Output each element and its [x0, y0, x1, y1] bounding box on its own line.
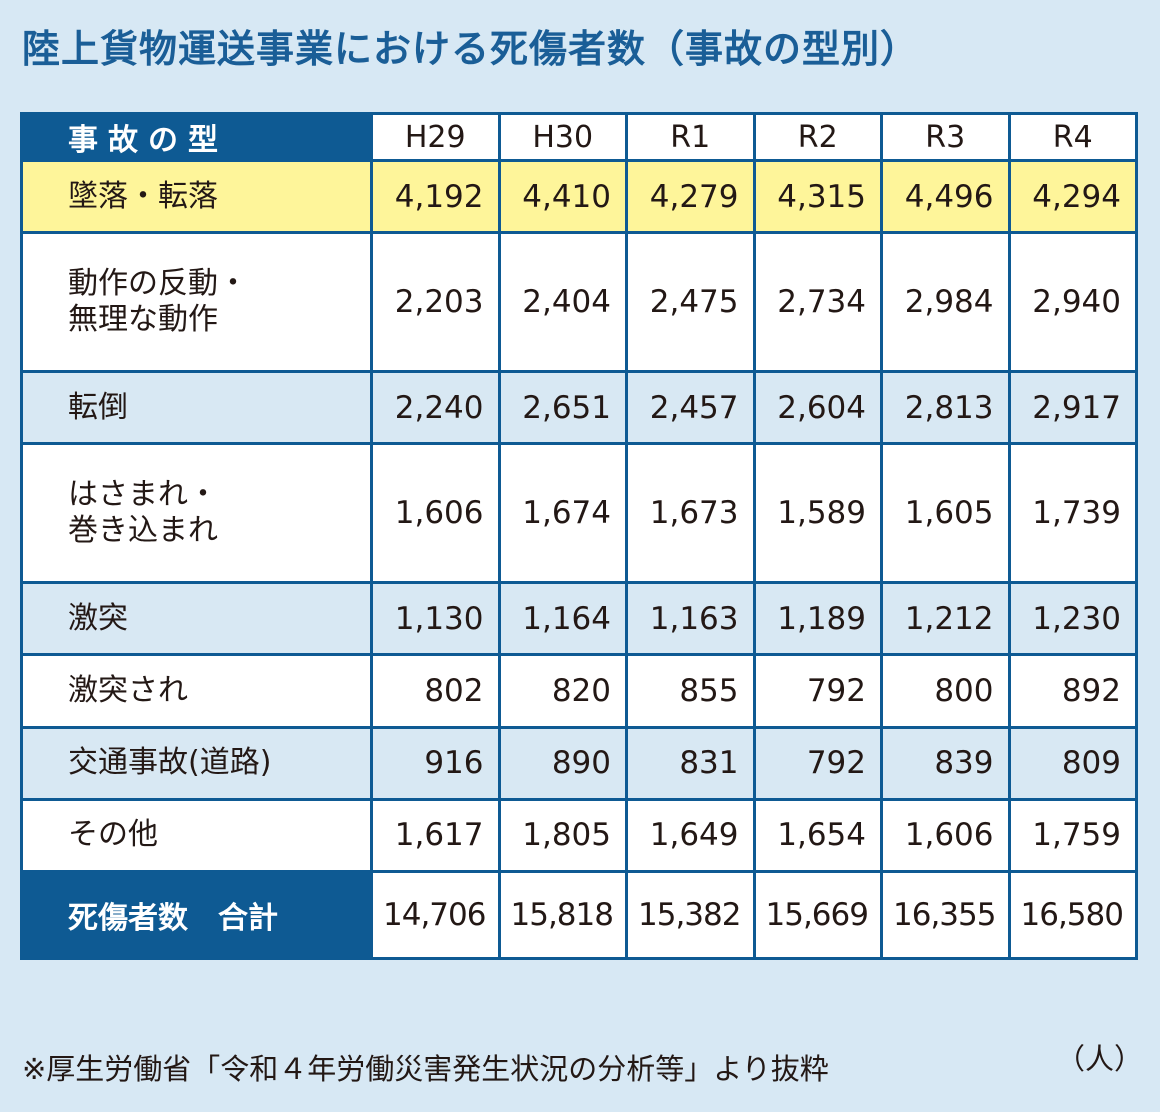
count-cell: 2,734 [752, 231, 883, 374]
count-cell: 1,617 [370, 797, 501, 873]
year-header: R4 [1007, 112, 1138, 162]
count-cell: 1,130 [370, 581, 501, 657]
count-cell: 1,605 [880, 442, 1011, 585]
count-cell: 1,230 [1007, 581, 1138, 657]
table-row: 激突され 802 820 855 792 800 892 [20, 653, 1138, 729]
year-header: R2 [752, 112, 883, 162]
count-cell: 4,410 [497, 158, 628, 235]
count-cell: 4,294 [1007, 158, 1138, 235]
year-header: H30 [497, 112, 628, 162]
count-cell: 802 [370, 653, 501, 729]
total-cell: 15,382 [625, 869, 756, 961]
table-row: 交通事故(道路) 916 890 831 792 839 809 [20, 725, 1138, 801]
count-cell: 2,240 [370, 370, 501, 446]
count-cell: 1,673 [625, 442, 756, 585]
accident-type-header: 事故の型 [20, 112, 373, 162]
year-header: R1 [625, 112, 756, 162]
count-cell: 1,805 [497, 797, 628, 873]
count-cell: 1,654 [752, 797, 883, 873]
total-cell: 14,706 [370, 869, 501, 961]
count-cell: 2,651 [497, 370, 628, 446]
count-cell: 792 [752, 725, 883, 801]
table-row: 転倒 2,240 2,651 2,457 2,604 2,813 2,917 [20, 370, 1138, 446]
accident-type-label: 転倒 [20, 370, 373, 446]
year-header: H29 [370, 112, 501, 162]
table-row: 激突 1,130 1,164 1,163 1,189 1,212 1,230 [20, 581, 1138, 657]
total-cell: 15,818 [497, 869, 628, 961]
count-cell: 916 [370, 725, 501, 801]
count-cell: 2,404 [497, 231, 628, 374]
table-row: 動作の反動・ 無理な動作 2,203 2,404 2,475 2,734 2,984 2,9… [20, 231, 1138, 374]
header-row: 事故の型 H29 H30 R1 R2 R3 R4 [20, 112, 1138, 162]
count-cell: 4,192 [370, 158, 501, 235]
page-title: 陸上貨物運送事業における死傷者数（事故の型別） [22, 27, 920, 71]
count-cell: 1,759 [1007, 797, 1138, 873]
count-cell: 1,164 [497, 581, 628, 657]
total-cell: 16,580 [1007, 869, 1138, 961]
accident-type-label: その他 [20, 797, 373, 873]
year-header: R3 [880, 112, 1011, 162]
table-row: はさまれ・ 巻き込まれ 1,606 1,674 1,673 1,589 1,605 1,73… [20, 442, 1138, 585]
count-cell: 800 [880, 653, 1011, 729]
count-cell: 2,940 [1007, 231, 1138, 374]
accident-type-label: はさまれ・ 巻き込まれ [20, 442, 373, 585]
count-cell: 1,163 [625, 581, 756, 657]
count-cell: 1,649 [625, 797, 756, 873]
count-cell: 2,457 [625, 370, 756, 446]
accident-type-label: 墜落・転落 [20, 158, 373, 235]
count-cell: 890 [497, 725, 628, 801]
total-label: 死傷者数 合計 [20, 869, 373, 961]
table-row: 墜落・転落 4,192 4,410 4,279 4,315 4,496 4,294 [20, 158, 1138, 235]
count-cell: 2,984 [880, 231, 1011, 374]
table-row: その他 1,617 1,805 1,649 1,654 1,606 1,759 [20, 797, 1138, 873]
count-cell: 792 [752, 653, 883, 729]
accident-type-label: 交通事故(道路) [20, 725, 373, 801]
count-cell: 1,589 [752, 442, 883, 585]
accident-type-label: 動作の反動・ 無理な動作 [20, 231, 373, 374]
count-cell: 2,475 [625, 231, 756, 374]
count-cell: 2,917 [1007, 370, 1138, 446]
count-cell: 1,606 [370, 442, 501, 585]
count-cell: 831 [625, 725, 756, 801]
count-cell: 4,315 [752, 158, 883, 235]
count-cell: 892 [1007, 653, 1138, 729]
count-cell: 820 [497, 653, 628, 729]
total-cell: 15,669 [752, 869, 883, 961]
count-cell: 1,212 [880, 581, 1011, 657]
accident-type-label: 激突され [20, 653, 373, 729]
count-cell: 855 [625, 653, 756, 729]
total-row: 死傷者数 合計 14,706 15,818 15,382 15,669 16,355 16,… [20, 869, 1138, 961]
count-cell: 1,739 [1007, 442, 1138, 585]
count-cell: 1,674 [497, 442, 628, 585]
casualty-table: 事故の型 H29 H30 R1 R2 R3 R4 墜落・転落 4,192 4,410 4,279… [20, 112, 1138, 961]
unit-label: （人） [1056, 1042, 1144, 1076]
count-cell: 4,496 [880, 158, 1011, 235]
count-cell: 1,189 [752, 581, 883, 657]
source-note: ※厚生労働省「令和４年労働災害発生状況の分析等」より抜粋 [22, 1052, 829, 1086]
count-cell: 809 [1007, 725, 1138, 801]
count-cell: 1,606 [880, 797, 1011, 873]
count-cell: 2,813 [880, 370, 1011, 446]
count-cell: 839 [880, 725, 1011, 801]
count-cell: 4,279 [625, 158, 756, 235]
accident-type-label: 激突 [20, 581, 373, 657]
total-cell: 16,355 [880, 869, 1011, 961]
count-cell: 2,604 [752, 370, 883, 446]
count-cell: 2,203 [370, 231, 501, 374]
